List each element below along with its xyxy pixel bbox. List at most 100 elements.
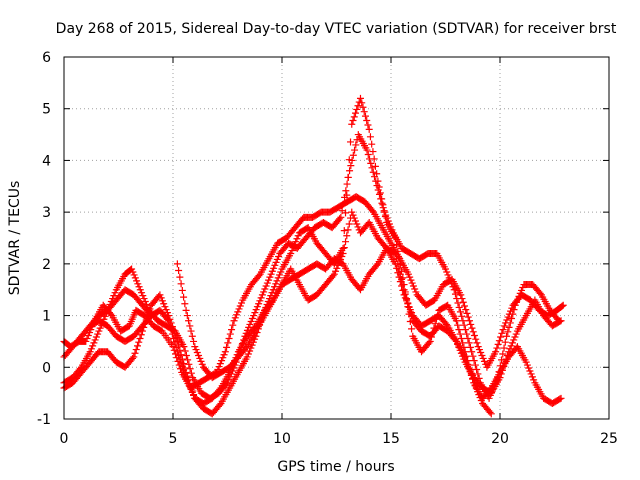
data-point-interp — [186, 382, 194, 390]
x-tick-label: 15 — [382, 431, 400, 447]
data-points — [60, 94, 567, 418]
data-point — [391, 250, 399, 258]
data-point-interp — [343, 180, 351, 188]
data-point-interp — [371, 162, 379, 170]
data-point — [365, 125, 373, 133]
data-point-interp — [476, 394, 484, 402]
y-axis-label: SDTVAR / TECUs — [7, 181, 23, 296]
y-tick-labels: -1 0 1 2 3 4 5 6 — [37, 50, 51, 428]
data-point-interp — [369, 148, 377, 156]
data-point-interp — [350, 214, 358, 222]
data-point — [156, 291, 164, 299]
data-point-interp — [351, 109, 359, 117]
data-point — [505, 348, 513, 356]
data-point-interp — [409, 282, 417, 290]
data-point-interp — [405, 303, 413, 311]
data-point-interp — [135, 283, 143, 291]
data-point-interp — [170, 334, 178, 342]
data-point-interp — [290, 241, 298, 249]
data-point-interp — [277, 268, 285, 276]
data-point-interp — [456, 330, 464, 338]
data-point-interp — [333, 264, 341, 272]
data-point-interp — [471, 361, 479, 369]
data-point — [487, 410, 495, 418]
data-point — [348, 208, 356, 216]
data-point-interp — [183, 312, 191, 320]
data-point-interp — [184, 356, 192, 364]
data-point-interp — [175, 267, 183, 275]
data-point-interp — [137, 331, 145, 339]
data-point-interp — [506, 345, 514, 353]
data-point-interp — [111, 289, 119, 297]
data-point-interp — [110, 292, 118, 300]
data-point-interp — [352, 141, 360, 149]
data-point-interp — [360, 108, 368, 116]
data-point-interp — [398, 282, 406, 290]
data-point-interp — [135, 338, 143, 346]
data-point-interp — [536, 289, 544, 297]
data-point-interp — [350, 113, 358, 121]
data-point-interp — [163, 309, 171, 317]
data-point-interp — [185, 380, 193, 388]
data-point-interp — [404, 300, 412, 308]
data-point-interp — [425, 339, 433, 347]
data-point-interp — [486, 408, 494, 416]
data-point-interp — [456, 308, 464, 316]
data-point-interp — [177, 359, 185, 367]
data-point-interp — [242, 344, 250, 352]
data-point-interp — [192, 346, 200, 354]
data-point-interp — [370, 155, 378, 163]
data-point-interp — [395, 273, 403, 281]
data-point-interp — [527, 370, 535, 378]
data-point — [404, 270, 412, 278]
data-point-interp — [512, 330, 520, 338]
data-point-interp — [528, 373, 536, 381]
data-point — [147, 312, 155, 320]
data-point-interp — [470, 357, 478, 365]
data-point-interp — [500, 363, 508, 371]
data-point-interp — [530, 376, 538, 384]
data-point-interp — [513, 298, 521, 306]
data-point-interp — [460, 302, 468, 310]
data-point-interp — [368, 164, 376, 172]
data-point-interp — [406, 306, 414, 314]
y-tick-label: 2 — [42, 257, 51, 273]
data-point-interp — [375, 183, 383, 191]
data-point-interp — [442, 320, 450, 328]
data-point — [348, 120, 356, 128]
data-point-interp — [246, 347, 254, 355]
data-point — [400, 291, 408, 299]
data-point-interp — [273, 255, 281, 263]
data-point-interp — [271, 261, 279, 269]
data-point-interp — [558, 302, 566, 310]
data-point-interp — [336, 215, 344, 223]
data-point-interp — [364, 121, 372, 129]
data-point-interp — [342, 187, 350, 195]
data-point-interp — [396, 278, 404, 286]
data-point-interp — [187, 369, 195, 377]
data-point-interp — [443, 268, 451, 276]
data-point-interp — [160, 300, 168, 308]
data-point-interp — [459, 339, 467, 347]
data-point-interp — [506, 319, 514, 327]
data-point-interp — [178, 286, 186, 294]
data-point-interp — [453, 295, 461, 303]
data-point — [169, 343, 177, 351]
data-point-interp — [130, 271, 138, 279]
data-point-interp — [268, 289, 276, 297]
data-point-interp — [412, 288, 420, 296]
data-point-interp — [359, 103, 367, 111]
data-point-interp — [196, 354, 204, 362]
data-point — [191, 343, 199, 351]
data-point-interp — [332, 267, 340, 275]
data-point-interp — [181, 300, 189, 308]
data-point-interp — [342, 238, 350, 246]
data-point — [86, 348, 94, 356]
data-point-interp — [337, 255, 345, 263]
data-point-interp — [107, 310, 115, 318]
data-point-interp — [462, 306, 470, 314]
data-point-interp — [500, 344, 508, 352]
data-point — [173, 348, 181, 356]
data-point — [128, 265, 136, 273]
data-point-interp — [473, 366, 481, 374]
